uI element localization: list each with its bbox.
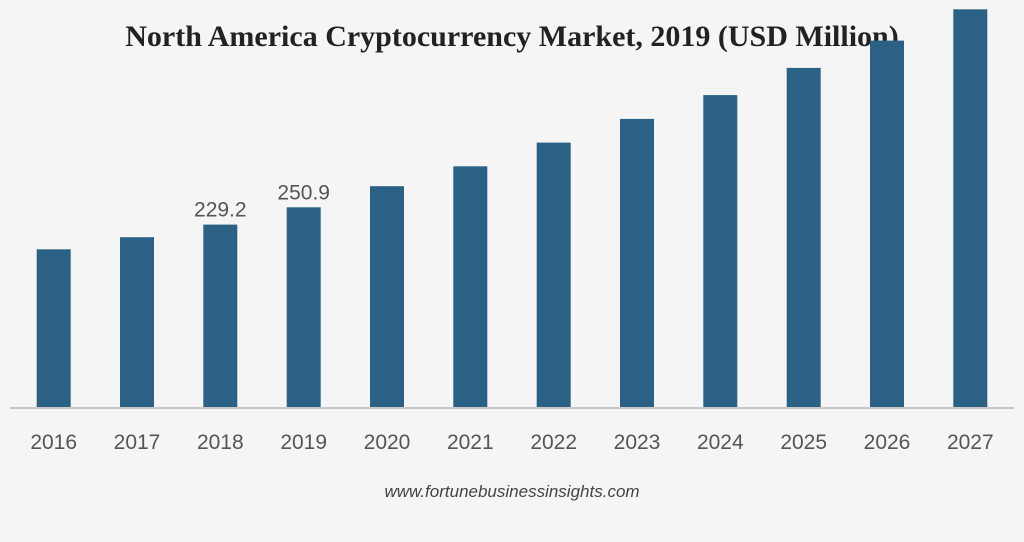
x-tick-label-2019: 2019	[280, 431, 327, 454]
bar-2024	[703, 95, 738, 408]
x-tick-label-2020: 2020	[364, 431, 411, 454]
bar-2025	[786, 67, 821, 409]
x-tick-label-2024: 2024	[697, 431, 744, 454]
x-tick-label-2023: 2023	[614, 431, 661, 454]
bar-2018	[203, 224, 238, 408]
x-tick-label-2016: 2016	[30, 431, 77, 454]
bar-2026	[870, 40, 904, 408]
bar-2020	[370, 186, 404, 408]
x-tick-label-2026: 2026	[864, 431, 911, 454]
labels-layer: 229.2 250.9	[194, 181, 330, 221]
x-tick-labels: 2016 2017 2018 2019 2020 2021 2022 2023 2024 2025…	[30, 431, 993, 454]
data-label-2018: 229.2	[194, 199, 247, 222]
x-tick-label-2025: 2025	[780, 431, 827, 454]
bar-2027	[953, 9, 988, 409]
bars-layer	[36, 9, 988, 409]
bar-2016	[36, 249, 71, 408]
x-tick-label-2018: 2018	[197, 431, 244, 454]
x-tick-label-2017: 2017	[114, 431, 161, 454]
chart-title: North America Cryptocurrency Market, 201…	[125, 20, 898, 53]
x-tick-label-2021: 2021	[447, 431, 494, 454]
bar-2023	[620, 118, 654, 409]
bar-2017	[120, 237, 154, 408]
source-url: www.fortunebusinessinsights.com	[384, 482, 639, 501]
bar-2022	[536, 142, 571, 408]
bar-2021	[453, 166, 488, 408]
bar-2019	[286, 207, 321, 408]
x-tick-label-2022: 2022	[530, 431, 577, 454]
x-tick-label-2027: 2027	[947, 431, 994, 454]
data-label-2019: 250.9	[277, 181, 330, 204]
